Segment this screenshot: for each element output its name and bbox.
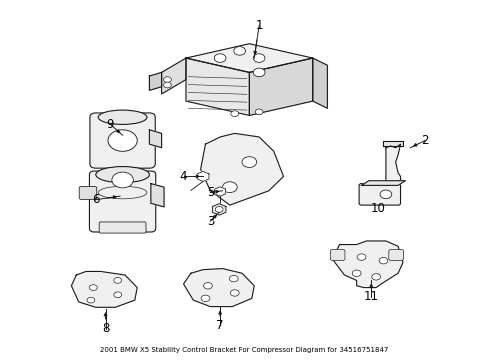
Circle shape <box>215 207 223 212</box>
Circle shape <box>253 54 264 62</box>
Circle shape <box>222 182 237 193</box>
Circle shape <box>255 109 263 115</box>
Text: 9: 9 <box>106 118 114 131</box>
FancyBboxPatch shape <box>388 249 403 260</box>
Polygon shape <box>331 241 402 288</box>
Polygon shape <box>312 58 327 108</box>
Ellipse shape <box>96 167 149 183</box>
Polygon shape <box>185 44 312 72</box>
Polygon shape <box>183 269 254 307</box>
Circle shape <box>379 190 391 199</box>
FancyBboxPatch shape <box>79 186 97 199</box>
Circle shape <box>351 270 360 276</box>
Circle shape <box>89 285 97 291</box>
Text: 3: 3 <box>206 215 214 228</box>
FancyBboxPatch shape <box>99 222 146 233</box>
Text: 2: 2 <box>420 134 428 147</box>
Polygon shape <box>197 171 208 181</box>
Circle shape <box>229 275 238 282</box>
Circle shape <box>114 278 122 283</box>
Circle shape <box>253 68 264 77</box>
Circle shape <box>87 297 95 303</box>
Polygon shape <box>151 184 163 207</box>
Text: 1: 1 <box>255 19 263 32</box>
Text: 5: 5 <box>206 186 214 199</box>
Circle shape <box>214 54 225 62</box>
Polygon shape <box>200 134 283 205</box>
Polygon shape <box>185 58 249 116</box>
Polygon shape <box>212 204 225 215</box>
Text: 8: 8 <box>102 322 109 335</box>
Text: 7: 7 <box>216 319 224 332</box>
FancyBboxPatch shape <box>90 113 155 168</box>
Circle shape <box>201 295 209 302</box>
Circle shape <box>242 157 256 167</box>
Circle shape <box>356 254 365 260</box>
Circle shape <box>203 283 212 289</box>
Text: 10: 10 <box>370 202 385 215</box>
FancyBboxPatch shape <box>358 184 400 205</box>
Polygon shape <box>149 72 161 90</box>
FancyBboxPatch shape <box>89 171 156 232</box>
Circle shape <box>378 257 387 264</box>
Polygon shape <box>249 58 312 116</box>
Circle shape <box>108 130 137 151</box>
Circle shape <box>371 274 380 280</box>
Text: 6: 6 <box>92 193 100 206</box>
Polygon shape <box>71 271 137 307</box>
Text: 2001 BMW X5 Stability Control Bracket For Compressor Diagram for 34516751847: 2001 BMW X5 Stability Control Bracket Fo… <box>100 347 388 354</box>
Ellipse shape <box>98 110 147 125</box>
Circle shape <box>163 82 171 88</box>
Polygon shape <box>149 130 161 148</box>
Circle shape <box>112 172 133 188</box>
Circle shape <box>230 111 238 117</box>
Polygon shape <box>214 187 225 196</box>
Polygon shape <box>383 140 402 146</box>
Text: 4: 4 <box>180 170 187 183</box>
Text: 11: 11 <box>363 290 378 303</box>
Circle shape <box>114 292 122 298</box>
Circle shape <box>163 77 171 82</box>
Circle shape <box>230 290 239 296</box>
FancyBboxPatch shape <box>330 249 344 260</box>
Polygon shape <box>385 144 400 191</box>
Polygon shape <box>161 58 185 94</box>
Polygon shape <box>361 181 405 185</box>
Circle shape <box>233 46 245 55</box>
